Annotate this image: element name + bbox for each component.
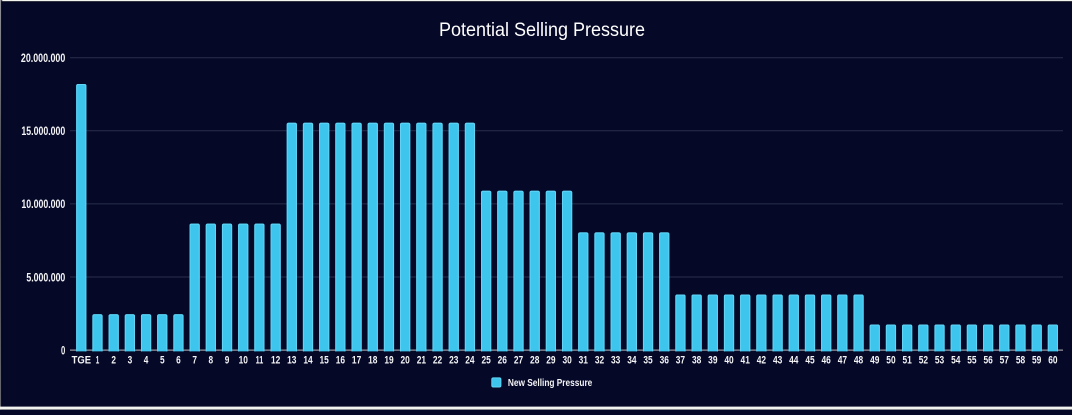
svg-text:3: 3: [128, 355, 133, 367]
svg-text:6: 6: [176, 355, 181, 367]
svg-text:13: 13: [287, 355, 296, 367]
svg-text:24: 24: [465, 355, 475, 367]
svg-text:48: 48: [854, 355, 863, 367]
svg-text:27: 27: [514, 355, 523, 367]
svg-text:18: 18: [368, 355, 377, 367]
svg-text:36: 36: [660, 355, 669, 367]
svg-text:5: 5: [160, 355, 165, 367]
svg-text:44: 44: [789, 355, 799, 367]
svg-text:8: 8: [209, 355, 214, 367]
svg-text:38: 38: [692, 355, 701, 367]
svg-text:43: 43: [773, 355, 782, 367]
svg-text:35: 35: [643, 355, 653, 367]
svg-text:28: 28: [530, 355, 539, 367]
svg-text:46: 46: [822, 355, 831, 367]
svg-text:12: 12: [271, 355, 280, 367]
svg-text:52: 52: [919, 355, 928, 367]
svg-text:34: 34: [627, 355, 637, 367]
svg-text:50: 50: [886, 355, 895, 367]
svg-text:40: 40: [724, 355, 733, 367]
svg-text:15: 15: [320, 355, 330, 367]
svg-text:31: 31: [579, 355, 589, 367]
svg-text:20.000.000: 20.000.000: [21, 51, 66, 65]
svg-text:2: 2: [111, 355, 116, 367]
svg-text:22: 22: [433, 355, 442, 367]
svg-text:New Selling Pressure: New Selling Pressure: [508, 378, 593, 389]
svg-text:16: 16: [336, 355, 345, 367]
svg-text:29: 29: [546, 355, 555, 367]
svg-text:17: 17: [352, 355, 361, 367]
svg-text:33: 33: [611, 355, 620, 367]
svg-text:TGE: TGE: [72, 355, 92, 367]
svg-text:41: 41: [741, 355, 751, 367]
svg-text:55: 55: [967, 355, 977, 367]
svg-text:59: 59: [1032, 355, 1041, 367]
svg-text:32: 32: [595, 355, 604, 367]
svg-text:9: 9: [225, 355, 230, 367]
svg-text:1: 1: [96, 355, 100, 367]
svg-text:14: 14: [303, 355, 313, 367]
svg-text:58: 58: [1016, 355, 1025, 367]
svg-text:51: 51: [902, 355, 912, 367]
svg-text:39: 39: [708, 355, 717, 367]
svg-text:10: 10: [239, 355, 248, 367]
svg-text:37: 37: [676, 355, 685, 367]
svg-text:60: 60: [1048, 355, 1057, 367]
svg-text:Potential Selling Pressure: Potential Selling Pressure: [439, 20, 645, 41]
svg-text:10.000.000: 10.000.000: [21, 197, 65, 211]
svg-text:30: 30: [562, 355, 571, 367]
svg-text:42: 42: [757, 355, 766, 367]
svg-text:0: 0: [61, 343, 66, 357]
svg-text:21: 21: [417, 355, 427, 367]
svg-text:5.000.000: 5.000.000: [26, 270, 65, 284]
svg-text:15.000.000: 15.000.000: [21, 124, 65, 138]
svg-text:4: 4: [144, 355, 149, 367]
svg-text:19: 19: [384, 355, 393, 367]
svg-text:20: 20: [401, 355, 410, 367]
svg-text:57: 57: [1000, 355, 1009, 367]
svg-text:56: 56: [983, 355, 992, 367]
svg-text:26: 26: [498, 355, 507, 367]
svg-text:45: 45: [805, 355, 815, 367]
svg-text:25: 25: [481, 355, 491, 367]
svg-text:23: 23: [449, 355, 458, 367]
svg-text:49: 49: [870, 355, 879, 367]
svg-text:53: 53: [935, 355, 944, 367]
svg-text:11: 11: [256, 355, 264, 367]
svg-text:7: 7: [192, 355, 197, 367]
svg-text:47: 47: [838, 355, 847, 367]
svg-text:54: 54: [951, 355, 961, 367]
